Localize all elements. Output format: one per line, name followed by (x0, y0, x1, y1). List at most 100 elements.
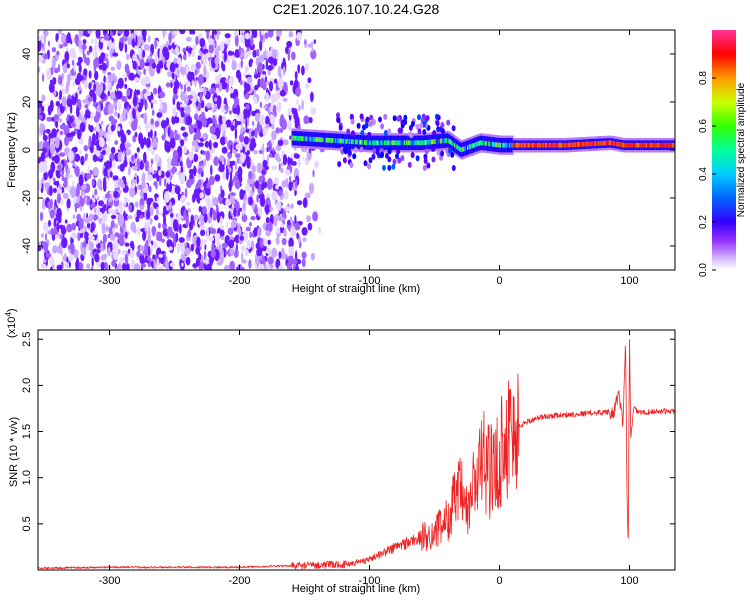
spectrogram-noise-cell (291, 108, 298, 114)
spectrogram-noise-cell (291, 258, 298, 265)
spectrogram-noise-cell (101, 149, 106, 156)
spectrogram-noise-cell (275, 227, 281, 234)
spectrogram-noise-cell (199, 91, 203, 104)
spectrogram-noise-cell (90, 111, 95, 121)
spectrogram-noise-cell (271, 190, 278, 201)
spectrogram-signal-core (574, 142, 577, 148)
spectrogram-signal-core (368, 140, 371, 146)
spectrogram-signal-core (522, 142, 525, 148)
spectrogram-noise-cell (89, 89, 95, 98)
spectrogram-noise-cell (173, 219, 179, 229)
spectrogram-noise-cell (204, 140, 210, 148)
spectrogram-noise-cell (185, 81, 190, 86)
spectrogram-noise-cell (67, 114, 70, 122)
spectrogram-noise-cell (85, 109, 88, 121)
spectrogram-noise-cell (155, 181, 158, 190)
spectrogram-noise-cell (162, 46, 169, 58)
spectrogram-noise-cell (167, 71, 173, 77)
spectrogram-noise-cell (57, 40, 60, 50)
spectrogram-noise-cell (108, 207, 113, 214)
spectrogram-sidelobe (422, 164, 427, 171)
spectrogram-signal-core (389, 140, 392, 146)
spectrogram-noise-cell (170, 212, 174, 218)
spectrogram-noise-cell (246, 159, 251, 169)
spectrogram-noise-cell (41, 241, 47, 248)
spectrogram-noise-cell (282, 154, 288, 166)
spectrogram-noise-cell (175, 232, 179, 243)
spectrogram-noise-cell (38, 141, 44, 151)
spectrogram-noise-cell (224, 103, 228, 111)
spectrogram-noise-cell (38, 43, 42, 52)
spectrogram-noise-cell (51, 57, 56, 70)
spectrogram-noise-cell (265, 123, 270, 129)
spectrogram-signal-core (346, 139, 349, 144)
spectrogram-noise-cell (40, 263, 47, 269)
spectrogram-noise-cell (172, 106, 177, 118)
spectrogram-noise-cell (68, 174, 73, 179)
spectrogram-noise-cell (143, 191, 148, 201)
spectrogram-noise-cell (121, 153, 125, 162)
spectrogram-noise-cell (151, 109, 155, 116)
spectrogram-noise-cell (90, 203, 96, 209)
spectrogram-noise-cell (189, 173, 194, 180)
colorbar-label: Normalized spectral amplitude (736, 82, 747, 217)
spectrogram-noise-cell (48, 131, 51, 142)
spectrogram-noise-cell (74, 202, 81, 209)
spectrogram-signal-core (541, 142, 545, 148)
spectrogram-noise-cell (79, 197, 85, 207)
spectrogram-signal-core (293, 135, 296, 141)
spectrogram-signal-core (465, 145, 468, 151)
spectrogram-noise-cell (46, 116, 53, 122)
spectrogram-signal-core (481, 140, 484, 146)
spectrogram-noise-cell (244, 109, 251, 118)
spectrogram-noise-cell (248, 59, 253, 68)
spectrogram-signal-core (323, 137, 326, 143)
spectrogram-noise-cell (216, 98, 221, 110)
spectrogram-noise-cell (231, 197, 236, 206)
snr-x-label: Height of straight line (km) (292, 583, 420, 595)
spectrogram-noise-cell (167, 161, 172, 171)
spectrogram-signal-core (654, 142, 657, 148)
spectrogram-noise-cell (298, 157, 301, 168)
spectrogram-noise-cell (92, 154, 98, 162)
spectrogram-sidelobe (380, 152, 384, 158)
spectrogram-signal-core (548, 142, 552, 148)
spectrogram-sidelobe (336, 112, 340, 119)
spectrogram-noise-cell (126, 263, 130, 270)
spectrogram-noise-cell (47, 105, 52, 116)
spectrogram-noise-cell (171, 72, 175, 79)
spectrogram-noise-cell (52, 77, 57, 85)
spectrogram-noise-cell (264, 181, 267, 189)
spectrogram-noise-cell (290, 153, 293, 159)
spectrogram-noise-cell (136, 111, 141, 120)
spectrogram-noise-cell (313, 39, 316, 44)
spectrogram-noise-cell (67, 167, 71, 175)
spectrogram-noise-cell (163, 130, 166, 140)
spectrogram-sidelobe (395, 153, 399, 160)
spectrogram-signal-core (664, 142, 667, 148)
spectrogram-noise-cell (191, 30, 196, 35)
spectrogram-noise-cell (234, 49, 240, 58)
spectrogram-noise-cell (202, 206, 208, 216)
spectrogram-noise-cell (172, 168, 175, 175)
spectrogram-noise-cell (295, 179, 298, 189)
spectrogram-noise-cell (312, 169, 315, 178)
spectrogram-noise-cell (71, 59, 75, 66)
spectrogram-noise-cell (281, 62, 284, 70)
spectrogram-noise-cell (83, 212, 86, 222)
spectrogram-noise-cell (198, 142, 204, 147)
spectrogram-noise-cell (294, 153, 300, 159)
spectrogram-noise-cell (179, 82, 182, 87)
spectrogram-noise-cell (70, 68, 75, 76)
spectrogram-signal-core (641, 142, 644, 148)
spectrogram-noise-cell (136, 250, 141, 258)
spectrogram-noise-cell (199, 38, 206, 48)
spectrogram-noise-cell (201, 53, 206, 62)
spectrogram-noise-cell (229, 248, 235, 257)
spectrogram-signal-core (450, 140, 453, 146)
spectrogram-noise-cell (309, 147, 312, 154)
spectrogram-noise-cell (227, 157, 230, 168)
spectrogram-signal-core (497, 142, 500, 148)
spectrogram-signal-core (609, 140, 612, 146)
spectrogram-sidelobe (425, 115, 430, 121)
